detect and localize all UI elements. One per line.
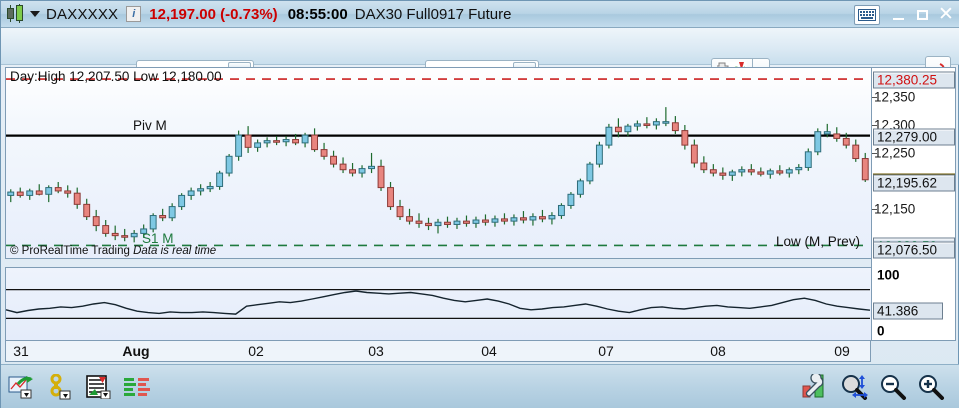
wrench-settings-icon[interactable]: [801, 373, 829, 401]
symbol-dropdown-icon[interactable]: [30, 11, 40, 17]
time-tick: 03: [368, 343, 384, 359]
zoom-out-glyph: [881, 375, 906, 400]
link-glyph: [50, 374, 71, 400]
time-tick: 31: [13, 343, 29, 359]
time-tick: 08: [710, 343, 726, 359]
keyboard-glyph: [858, 8, 876, 21]
maximize-button[interactable]: [910, 4, 934, 26]
compare-glyph: [124, 378, 150, 396]
price-panel[interactable]: Day:High 12,207.50 Low 12,180.00 Piv M S…: [5, 67, 871, 259]
oscillator-max-label: 100: [877, 267, 900, 283]
price-axis-label: 12,150: [874, 201, 916, 217]
zoom-in-icon[interactable]: [917, 373, 945, 401]
price-plot: [6, 78, 870, 247]
zoom-fit-icon[interactable]: [841, 373, 869, 401]
chart-area[interactable]: Day:High 12,207.50 Low 12,180.00 Piv M S…: [5, 67, 956, 362]
last-time: 08:55:00: [287, 5, 348, 23]
price-level-tag[interactable]: 12,380.25: [873, 71, 955, 89]
price-level-tag[interactable]: 12,076.50: [873, 241, 955, 259]
price-axis-tick: [872, 96, 877, 98]
day-range-label: Day:High 12,207.50 Low 12,180.00: [10, 69, 222, 84]
info-icon[interactable]: i: [126, 6, 142, 22]
compare-bars-icon[interactable]: [123, 373, 151, 401]
title-bar: DAXXXXX i 12,197.00 (-0.73%) 08:55:00 DA…: [1, 1, 959, 28]
time-tick: Aug: [122, 343, 150, 359]
candlestick-icon: [5, 4, 27, 24]
price-axis-tick: [872, 124, 877, 126]
window-controls: ✕: [854, 2, 958, 27]
oscillator-value-tag[interactable]: 41.386: [873, 302, 943, 320]
price-level-tag[interactable]: 12,195.62: [873, 174, 955, 192]
copyright-text: © ProRealTime Trading: [10, 245, 130, 257]
keyboard-icon[interactable]: [854, 4, 880, 25]
minimize-button[interactable]: [886, 4, 910, 26]
time-tick: 07: [598, 343, 614, 359]
zoom-in-glyph: [919, 375, 944, 400]
time-tick: 09: [834, 343, 850, 359]
copyright-notice: © ProRealTime Trading Data is real time: [10, 245, 216, 257]
price-level-tag[interactable]: 12,279.00: [873, 128, 955, 146]
time-tick: 02: [248, 343, 264, 359]
chart-toolbar: 100 units 1 hour: [1, 28, 959, 90]
pivot-label: Piv M: [133, 118, 167, 133]
properties-glyph: [86, 375, 111, 399]
export-glyph: [8, 376, 33, 399]
oscillator-axis[interactable]: 100 0 41.386: [871, 267, 956, 341]
price-axis-tick: [872, 208, 877, 210]
zoom-fit-glyph: [842, 375, 868, 400]
realtime-text: Data is real time: [133, 245, 217, 257]
oscillator-min-label: 0: [877, 323, 885, 339]
time-tick: 04: [481, 343, 497, 359]
price-axis-tick: [872, 152, 877, 154]
wrench-glyph: [802, 374, 824, 398]
low-prev-label: Low (M, Prev): [776, 234, 861, 249]
oscillator-panel[interactable]: [5, 267, 871, 341]
bottom-toolbar: [1, 364, 959, 408]
oscillator-plot: [5, 289, 871, 320]
chart-properties-icon[interactable]: [85, 373, 113, 401]
price-axis-label: 12,250: [874, 145, 916, 161]
last-price: 12,197.00 (-0.73%): [149, 5, 278, 23]
export-chart-icon[interactable]: [7, 373, 35, 401]
s1-label: S1 M: [142, 231, 174, 246]
symbol-name[interactable]: DAXXXXX: [46, 5, 119, 23]
instrument-description: DAX30 Full0917 Future: [354, 5, 512, 23]
close-button[interactable]: ✕: [938, 4, 954, 25]
time-axis: 31 Aug 02 03 04 07 08 09: [5, 341, 871, 362]
price-axis-label: 12,350: [874, 89, 916, 105]
link-chain-icon[interactable]: [45, 373, 73, 401]
zoom-out-icon[interactable]: [879, 373, 907, 401]
